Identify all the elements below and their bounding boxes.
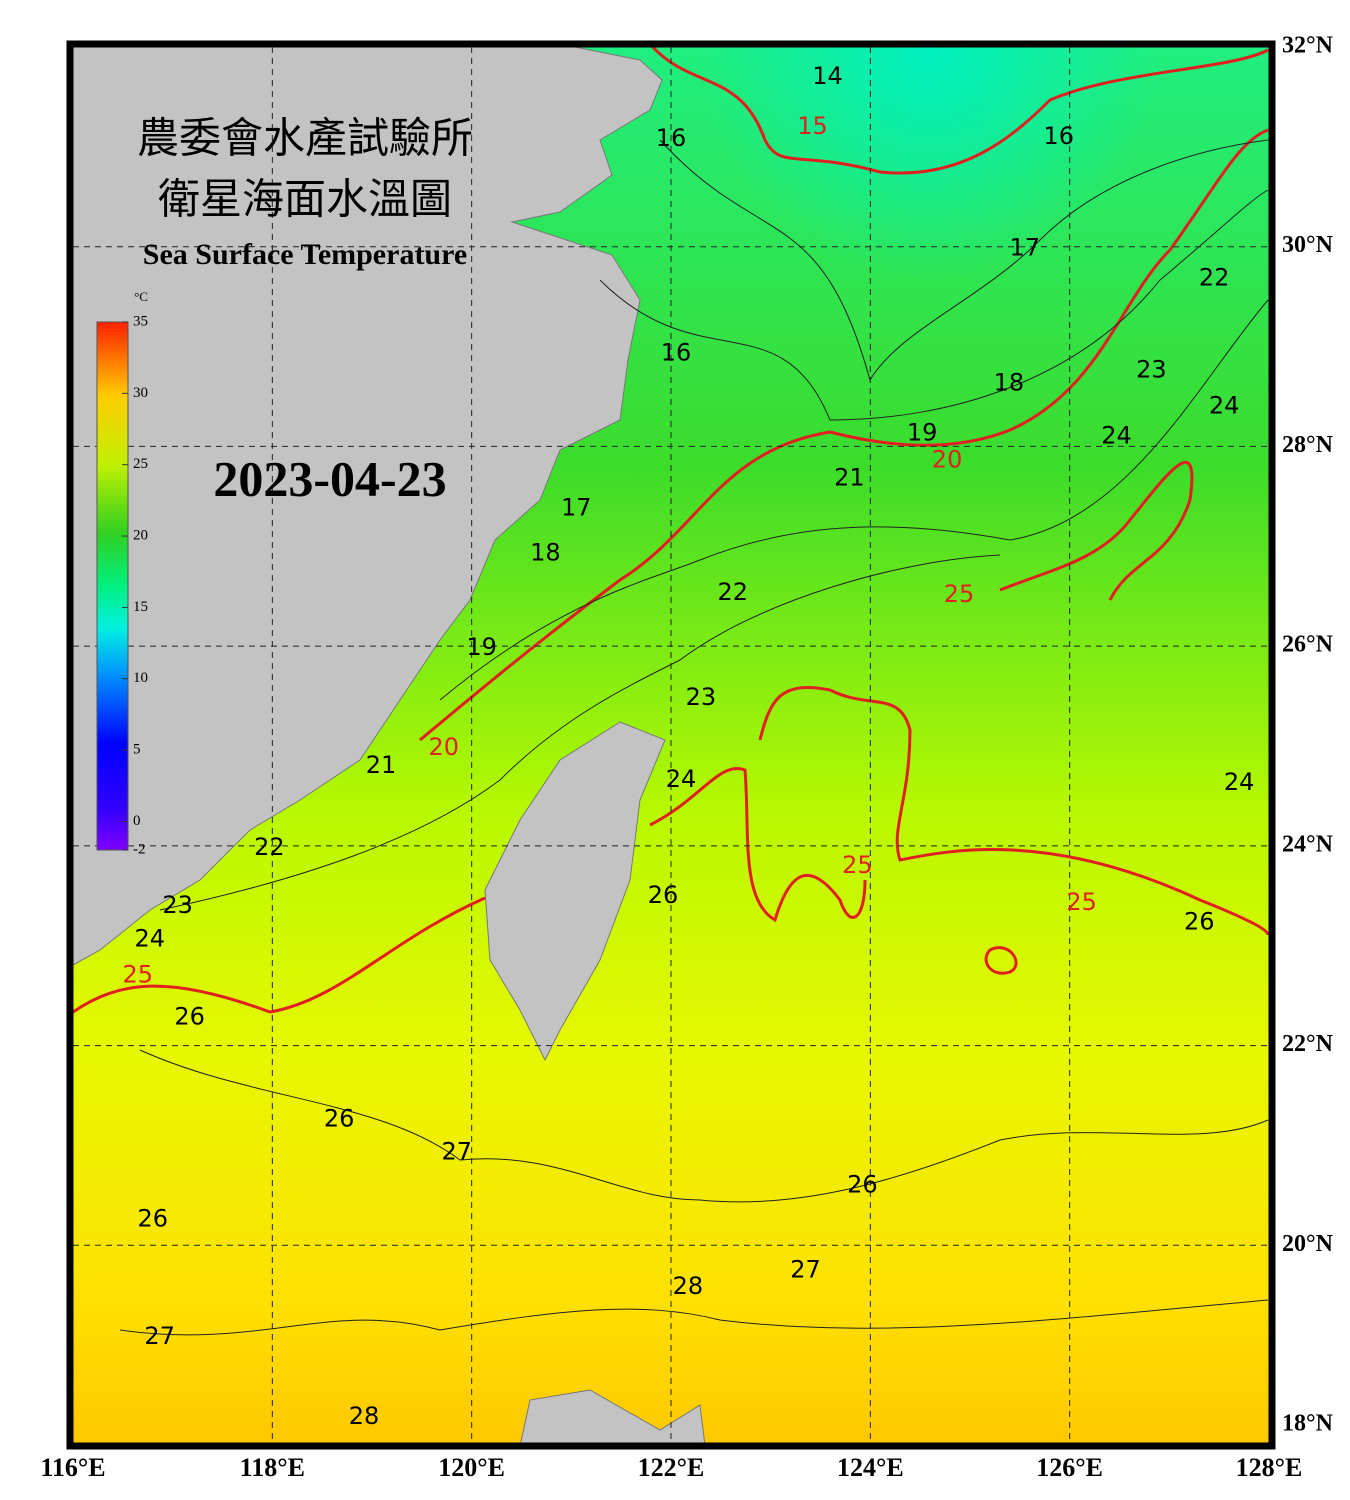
contour-label: 20 [428,733,459,761]
contour-label: 27 [441,1137,472,1165]
contour-label: 22 [254,833,285,861]
contour-label: 26 [847,1170,878,1198]
colorbar-unit: °C [134,289,148,304]
contour-label: 23 [686,683,717,711]
contour-label: 24 [1209,391,1240,419]
colorbar-tick-label: 15 [133,599,148,615]
contour-label: 21 [834,463,865,491]
contour-label: 17 [1010,234,1041,262]
contour-label: 28 [349,1402,380,1430]
colorbar-tick-label: 0 [133,813,141,829]
contour-label: 19 [466,633,497,661]
contour-label: 18 [530,538,561,566]
contour-label: 22 [718,578,749,606]
contour-label: 14 [812,62,843,90]
lon-label: 118°E [240,1453,305,1482]
contour-label: 25 [944,580,975,608]
lat-label: 20°N [1282,1231,1334,1257]
lat-label: 18°N [1282,1411,1334,1437]
contour-label: 23 [1136,356,1167,384]
lon-label: 116°E [40,1453,105,1482]
lat-label: 24°N [1282,831,1334,857]
contour-label: 28 [673,1272,704,1300]
lon-label: 128°E [1236,1453,1303,1482]
title: 衛星海面水溫圖 [158,178,452,224]
colorbar-tick-label: 10 [133,670,148,686]
graticule [73,47,1269,1443]
contour-label: 16 [656,124,687,152]
contour-label: 15 [797,112,828,140]
contour-label: 24 [1101,421,1132,449]
contour-label: 16 [1043,122,1074,150]
isotherm-25 [999,461,1194,601]
isotherm-25 [649,767,867,923]
contour-label: 16 [661,339,692,367]
contour-label: 20 [932,445,963,473]
isotherm-15 [650,47,1269,175]
colorbar [96,321,129,851]
subtitle: Sea Surface Temperature [143,238,467,271]
map-frame [66,40,1276,1450]
isotherm-25 [984,946,1018,975]
lat-label: 30°N [1282,232,1334,258]
lon-label: 120°E [438,1453,505,1482]
contour-label: 25 [842,851,873,879]
contour-label: 22 [1199,264,1230,292]
taiwan [484,721,666,1062]
contour-label: 27 [144,1322,175,1350]
contour-label: 24 [666,765,697,793]
contour-label: 18 [994,369,1025,397]
contour-label: 25 [1066,888,1097,916]
colorbar-tick-label: -2 [133,841,146,857]
isotherm-25 [758,685,1269,936]
date: 2023-04-23 [213,450,446,506]
contour-label: 26 [1184,908,1215,936]
contour-label: 19 [907,418,938,446]
lon-label: 126°E [1036,1453,1103,1482]
contour-label: 23 [162,891,193,919]
lat-label: 22°N [1282,1031,1334,1057]
lon-label: 122°E [638,1453,705,1482]
contour-label: 24 [1224,768,1255,796]
colorbar-tick-label: 30 [133,385,148,401]
contour-label: 26 [648,881,679,909]
isotherm-20 [419,128,1269,742]
colorbar-tick-label: 20 [133,527,148,543]
lon-label: 124°E [837,1453,904,1482]
lat-label: 26°N [1282,632,1334,658]
contour-label: 24 [134,925,165,953]
contour-label: 25 [123,961,154,989]
lat-label: 32°N [1282,33,1334,59]
contour-label: 27 [790,1255,821,1283]
colorbar-tick-label: 25 [133,456,148,472]
title: 農委會水產試驗所 [137,116,473,163]
colorbar-tick-label: 35 [133,313,148,329]
contour-label: 26 [324,1104,355,1132]
contour-label: 21 [366,751,397,779]
isotherm-25 [73,896,486,1014]
luzon [520,1389,706,1443]
colorbar-tick-label: 5 [133,742,141,758]
contour-label: 17 [561,493,592,521]
contour-label: 26 [174,1003,205,1031]
thin-isotherms [119,139,1269,1336]
lat-label: 28°N [1282,432,1334,458]
isotherms [73,47,1269,1014]
china-coast [73,47,663,966]
contour-label: 26 [137,1204,168,1232]
